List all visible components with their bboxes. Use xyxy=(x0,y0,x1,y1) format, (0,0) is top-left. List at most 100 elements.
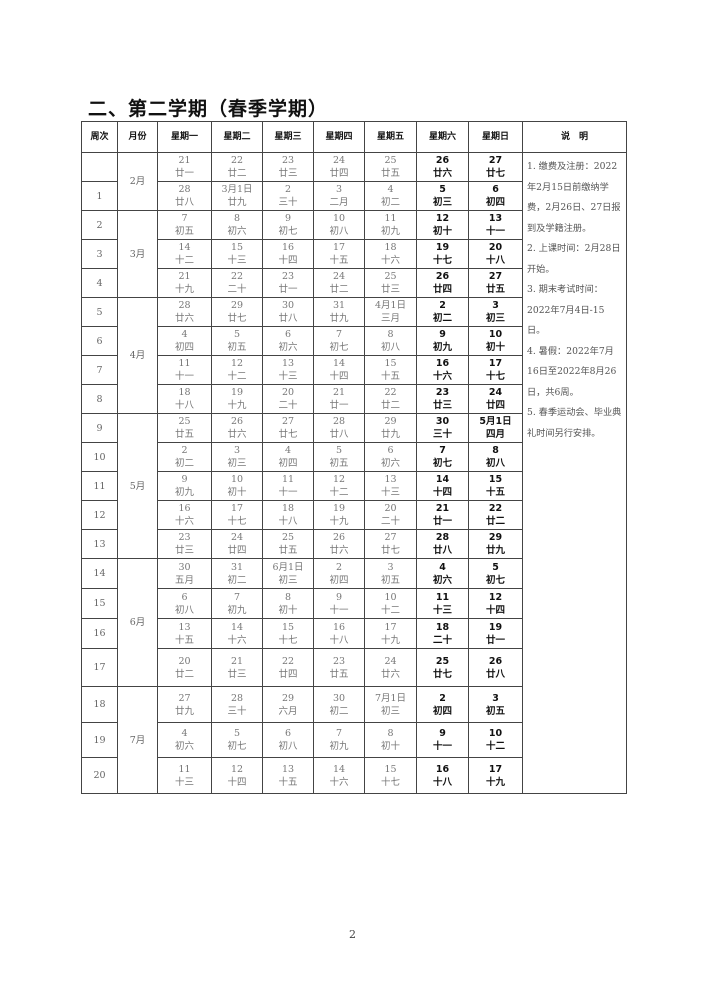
lunar-date: 十七 xyxy=(380,776,400,788)
day-cell: 26 廿六 xyxy=(211,413,263,443)
weekend-day-cell: 24 廿四 xyxy=(468,384,523,414)
lunar-date: 廿四 xyxy=(278,668,298,680)
lunar-date: 六月 xyxy=(278,705,298,717)
day-cell: 11 十三 xyxy=(157,757,212,794)
day-cell: 24 廿六 xyxy=(364,648,417,687)
week-number: 12 xyxy=(81,500,118,530)
lunar-date: 十一 xyxy=(485,226,505,237)
week-row: 19 4 初六 5 初七 6 初八 7 初九 8 初十 9 十一 10 十二 xyxy=(81,722,627,758)
week-row: 1 28 廿八 3月1日 廿九 2 三十 3 二月 4 初二 5 初三 6 初四 xyxy=(81,181,627,211)
solar-date: 30 xyxy=(281,300,295,311)
week-number: 18 xyxy=(81,686,118,723)
solar-date: 4 xyxy=(387,184,394,195)
week-row: 5 4月 28 廿六 29 廿七 30 廿八 31 廿九 4月1日 三月 2 初二 3 初三 xyxy=(81,297,627,414)
solar-date: 6 xyxy=(181,591,188,603)
day-cell: 27 廿七 xyxy=(262,413,314,443)
lunar-date: 廿六 xyxy=(227,429,247,440)
lunar-date: 初二 xyxy=(174,458,194,469)
solar-date: 12 xyxy=(332,474,346,485)
lunar-date: 廿八 xyxy=(432,545,452,556)
lunar-date: 初十 xyxy=(227,487,247,498)
solar-date: 10 xyxy=(384,591,397,603)
lunar-date: 十六 xyxy=(329,776,349,788)
solar-date: 30 xyxy=(332,692,346,704)
lunar-date: 初二 xyxy=(380,197,400,208)
weekend-day-cell: 23 廿三 xyxy=(416,384,469,414)
lunar-date: 初六 xyxy=(432,574,452,586)
weekend-day-cell: 3 初五 xyxy=(468,686,523,723)
solar-date: 23 xyxy=(332,655,346,667)
day-cell: 15 十七 xyxy=(364,757,417,794)
solar-date: 7 xyxy=(439,445,446,456)
day-cell: 30 五月 xyxy=(157,558,212,589)
lunar-date: 廿六 xyxy=(432,168,452,179)
solar-date: 30 xyxy=(435,416,450,427)
solar-date: 20 xyxy=(281,387,295,398)
solar-date: 4 xyxy=(439,561,446,573)
day-cell: 4 初四 xyxy=(262,442,314,472)
day-cell: 8 初六 xyxy=(211,210,263,240)
solar-date: 21 xyxy=(435,503,450,514)
day-cell: 22 廿二 xyxy=(211,152,263,182)
column-header: 星期六 xyxy=(416,121,469,153)
notes-cell: 1. 缴费及注册：2022年2月15日前缴纳学费，2月26日、27日报到及学籍注… xyxy=(522,152,627,794)
solar-date: 13 xyxy=(281,358,295,369)
lunar-date: 初五 xyxy=(485,705,505,717)
lunar-date: 十一 xyxy=(278,487,298,498)
solar-date: 17 xyxy=(488,358,503,369)
weekend-day-cell: 30 三十 xyxy=(416,413,469,443)
lunar-date: 十五 xyxy=(485,487,505,498)
week-number: 13 xyxy=(81,529,118,559)
lunar-date: 初五 xyxy=(329,458,349,469)
day-cell: 9 十一 xyxy=(313,588,365,619)
lunar-date: 十八 xyxy=(278,516,298,527)
column-header: 星期二 xyxy=(211,121,263,153)
day-cell: 21 十九 xyxy=(157,268,212,298)
week-row: 10 2 初二 3 初三 4 初四 5 初五 6 初六 7 初七 8 初八 xyxy=(81,442,627,472)
solar-date: 31 xyxy=(230,561,244,573)
lunar-date: 初三 xyxy=(380,705,400,717)
solar-date: 27 xyxy=(178,692,191,704)
day-cell: 11 十一 xyxy=(157,355,212,385)
lunar-date: 初三 xyxy=(485,313,505,324)
lunar-date: 初三 xyxy=(227,458,247,469)
day-cell: 6 初八 xyxy=(157,588,212,619)
solar-date: 28 xyxy=(332,416,346,427)
solar-date: 22 xyxy=(488,503,503,514)
lunar-date: 初五 xyxy=(380,574,400,586)
day-cell: 25 廿五 xyxy=(364,152,417,182)
solar-date: 6 xyxy=(492,184,499,195)
lunar-date: 十七 xyxy=(278,634,298,646)
solar-date: 15 xyxy=(281,621,295,633)
day-cell: 9 初九 xyxy=(157,471,212,501)
lunar-date: 初七 xyxy=(227,741,247,752)
solar-date: 21 xyxy=(178,155,191,166)
lunar-date: 初五 xyxy=(174,226,194,237)
header-row: 周次 月份 星期一 星期二 星期三 星期四 星期五 星期六 星期日说 明 xyxy=(81,121,627,153)
weekend-day-cell: 19 十七 xyxy=(416,239,469,269)
solar-date: 20 xyxy=(178,655,191,667)
week-number: 6 xyxy=(81,326,118,356)
week-row: 12 16 十六 17 十七 18 十八 19 十九 20 二十 21 廿一 22 廿二 xyxy=(81,500,627,530)
solar-date: 8 xyxy=(233,213,241,224)
solar-date: 25 xyxy=(281,532,295,543)
solar-date: 11 xyxy=(281,474,295,485)
solar-date: 7 xyxy=(181,213,188,224)
lunar-date: 廿八 xyxy=(485,668,505,680)
day-cell: 17 十九 xyxy=(364,618,417,649)
weekend-day-cell: 26 廿四 xyxy=(416,268,469,298)
solar-date: 9 xyxy=(439,329,446,340)
solar-date: 23 xyxy=(435,387,450,398)
day-cell: 14 十六 xyxy=(211,618,263,649)
lunar-date: 二十 xyxy=(380,516,400,527)
note-item: 5. 春季运动会、毕业典礼时间另行安排。 xyxy=(527,407,622,439)
day-cell: 20 二十 xyxy=(364,500,417,530)
solar-date: 29 xyxy=(384,416,397,427)
day-cell: 7月1日 初三 xyxy=(364,686,417,723)
week-row: 9 5月 25 廿五 26 廿六 27 廿七 28 廿八 29 廿九 30 三十 5月1日 四月 xyxy=(81,413,627,559)
day-cell: 13 十五 xyxy=(157,618,212,649)
weekend-day-cell: 12 十四 xyxy=(468,588,523,619)
column-header: 星期日 xyxy=(468,121,523,153)
day-cell: 21 廿一 xyxy=(157,152,212,182)
solar-date: 2 xyxy=(439,692,446,704)
